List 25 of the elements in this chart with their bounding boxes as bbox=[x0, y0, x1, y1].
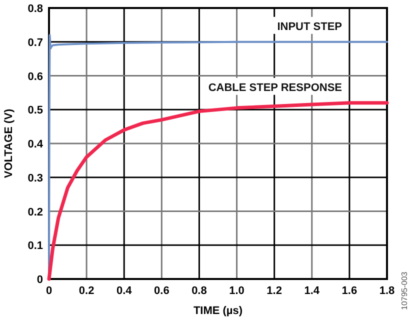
x-tick-label: 0.4 bbox=[116, 285, 133, 297]
x-tick-label: 0.8 bbox=[192, 285, 207, 297]
x-tick-label: 1.4 bbox=[304, 285, 320, 297]
y-axis-title: VOLTAGE (V) bbox=[3, 108, 15, 178]
x-tick-label: 1.8 bbox=[379, 285, 395, 297]
y-tick-label: 0.8 bbox=[28, 3, 43, 15]
y-tick-label: 0.1 bbox=[28, 240, 43, 252]
y-tick-label: 0.3 bbox=[28, 172, 43, 184]
line-series bbox=[47, 101, 389, 281]
y-tick-label: 0.4 bbox=[28, 138, 44, 150]
y-tick-label: 0.7 bbox=[28, 36, 43, 49]
y-tick-label: 0 bbox=[36, 274, 43, 286]
y-tick-label: 0.5 bbox=[28, 104, 43, 117]
x-tick-label: 0.2 bbox=[78, 285, 94, 297]
x-tick-label: 0.6 bbox=[154, 285, 170, 297]
x-axis-title: TIME (µs) bbox=[193, 305, 243, 317]
x-tick-label: 1.2 bbox=[266, 285, 282, 297]
x-tick-label: 1.0 bbox=[229, 285, 244, 297]
y-tick-label: 0.2 bbox=[28, 206, 43, 218]
x-tick-label: 0 bbox=[46, 285, 52, 297]
x-tick-label: 1.6 bbox=[342, 285, 358, 297]
text: 10795-003 bbox=[400, 271, 409, 310]
series-label: INPUT STEP bbox=[277, 20, 342, 33]
y-tick-label: 0.6 bbox=[28, 70, 43, 83]
series-label: CABLE STEP RESPONSE bbox=[208, 82, 342, 94]
